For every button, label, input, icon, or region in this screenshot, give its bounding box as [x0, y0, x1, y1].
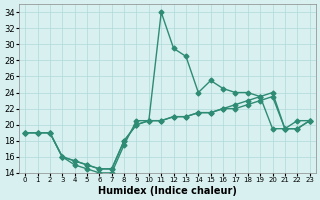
X-axis label: Humidex (Indice chaleur): Humidex (Indice chaleur) — [98, 186, 237, 196]
